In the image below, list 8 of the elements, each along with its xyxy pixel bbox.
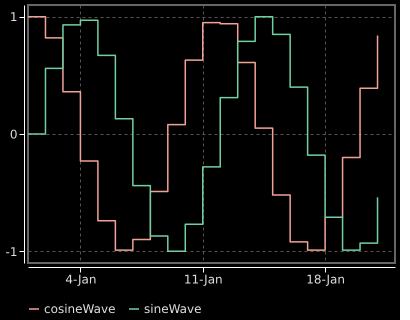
- legend-label: sineWave: [144, 302, 202, 316]
- y-tick-label: 0: [10, 128, 18, 142]
- x-tick-label: 11-Jan: [184, 272, 223, 286]
- legend-label: cosineWave: [44, 302, 116, 316]
- x-tick-label: 4-Jan: [65, 272, 96, 286]
- x-tick-label: 18-Jan: [306, 272, 345, 286]
- y-tick-label: -1: [6, 244, 18, 259]
- y-tick-label: 1: [10, 10, 18, 24]
